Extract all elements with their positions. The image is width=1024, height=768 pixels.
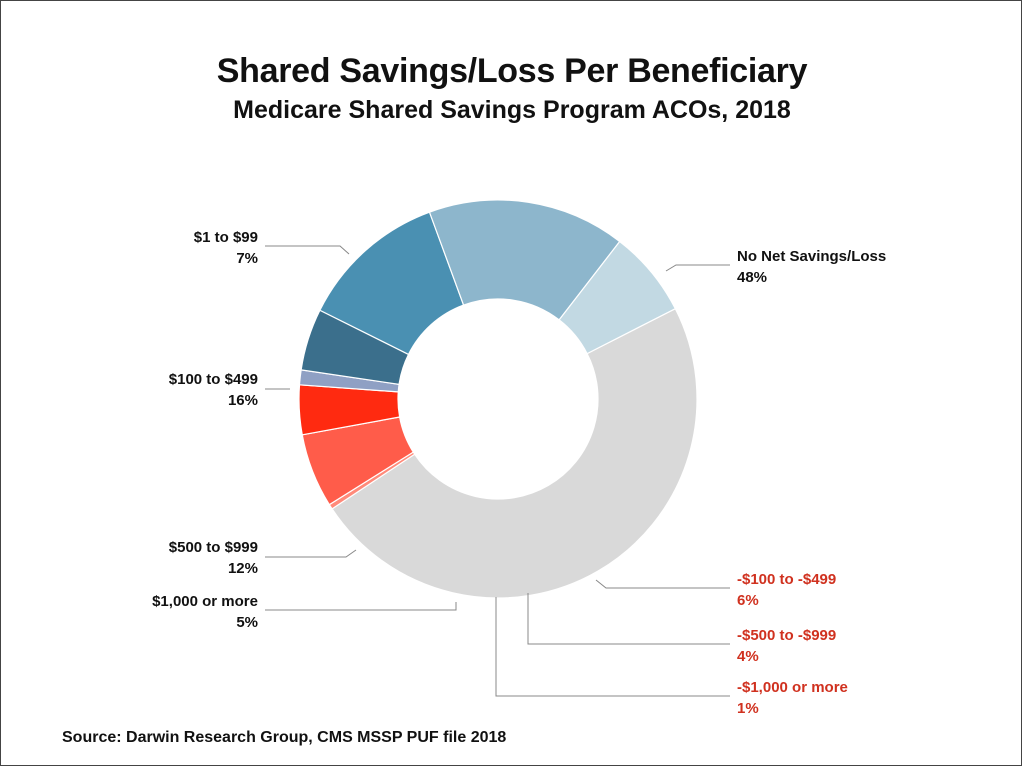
slice-no-net [331,307,698,599]
leader-lines [265,245,730,697]
leader-pos-1-99 [265,245,350,255]
label-no-net: No Net Savings/Loss [737,248,886,265]
leader-no-net [665,264,730,272]
label-pos-1000-plus: $1,000 or more [152,593,258,610]
value-neg-100-499: 6% [737,592,759,609]
slice-pos-100-499 [428,199,621,321]
leader-neg-1000-plus [495,597,730,697]
label-neg-1000-plus: -$1,000 or more [737,679,848,696]
leader-neg-100-499 [595,579,730,589]
value-no-net: 48% [737,269,767,286]
value-pos-1000-plus: 5% [236,614,258,631]
value-pos-100-499: 16% [228,392,258,409]
label-neg-100-499: -$100 to -$499 [737,571,836,588]
leader-neg-500-999 [527,593,730,645]
leader-pos-1000-plus [265,602,457,611]
slice-labels: No Net Savings/Loss 48% -$100 to -$499 6% -$… [152,229,886,717]
label-pos-500-999: $500 to $999 [169,539,258,556]
donut-slices [298,199,698,599]
label-pos-1-99: $1 to $99 [194,229,258,246]
leader-pos-500-999 [265,549,357,558]
chart-subtitle: Medicare Shared Savings Program ACOs, 20… [233,96,791,124]
chart-title: Shared Savings/Loss Per Beneficiary [216,52,808,90]
value-neg-500-999: 4% [737,648,759,665]
value-pos-1-99: 7% [236,250,258,267]
label-neg-500-999: -$500 to -$999 [737,627,836,644]
value-pos-500-999: 12% [228,560,258,577]
value-neg-1000-plus: 1% [737,700,759,717]
label-pos-100-499: $100 to $499 [169,371,258,388]
slice-pos-1-99 [558,240,677,355]
source-note: Source: Darwin Research Group, CMS MSSP … [62,729,507,746]
